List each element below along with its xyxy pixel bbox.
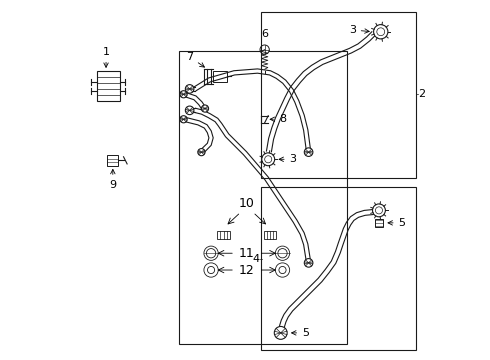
Text: 1: 1 [102,47,110,67]
Circle shape [375,207,383,214]
Text: 3: 3 [279,154,296,164]
Bar [217,231,230,239]
Circle shape [278,249,287,258]
Text: 7: 7 [186,52,204,67]
Text: 4: 4 [252,253,259,264]
Circle shape [185,106,194,114]
Circle shape [373,24,388,39]
Circle shape [206,249,216,258]
Circle shape [201,105,209,112]
Circle shape [304,258,313,267]
Text: 3: 3 [349,25,369,35]
Circle shape [198,149,205,156]
Bar [179,51,347,344]
Bar [213,71,227,82]
Text: 2: 2 [418,89,425,99]
Circle shape [262,153,275,166]
Bar [97,71,120,102]
Bar [375,219,383,227]
Text: 11: 11 [239,247,255,260]
Circle shape [180,116,187,123]
Circle shape [185,85,194,93]
Text: 8: 8 [270,114,286,124]
Bar [107,155,118,166]
Circle shape [265,156,272,163]
Text: 12: 12 [239,264,255,276]
Text: 6: 6 [261,29,268,39]
Circle shape [372,204,386,217]
Bar [261,12,416,178]
Bar [261,187,416,350]
Circle shape [377,28,385,36]
Circle shape [260,45,270,54]
Circle shape [180,91,187,98]
Circle shape [304,148,313,157]
Text: 5: 5 [292,328,309,338]
Circle shape [274,327,287,339]
Text: 9: 9 [109,170,117,190]
Bar [264,231,276,239]
Text: 10: 10 [239,197,255,210]
Text: 5: 5 [388,218,406,228]
